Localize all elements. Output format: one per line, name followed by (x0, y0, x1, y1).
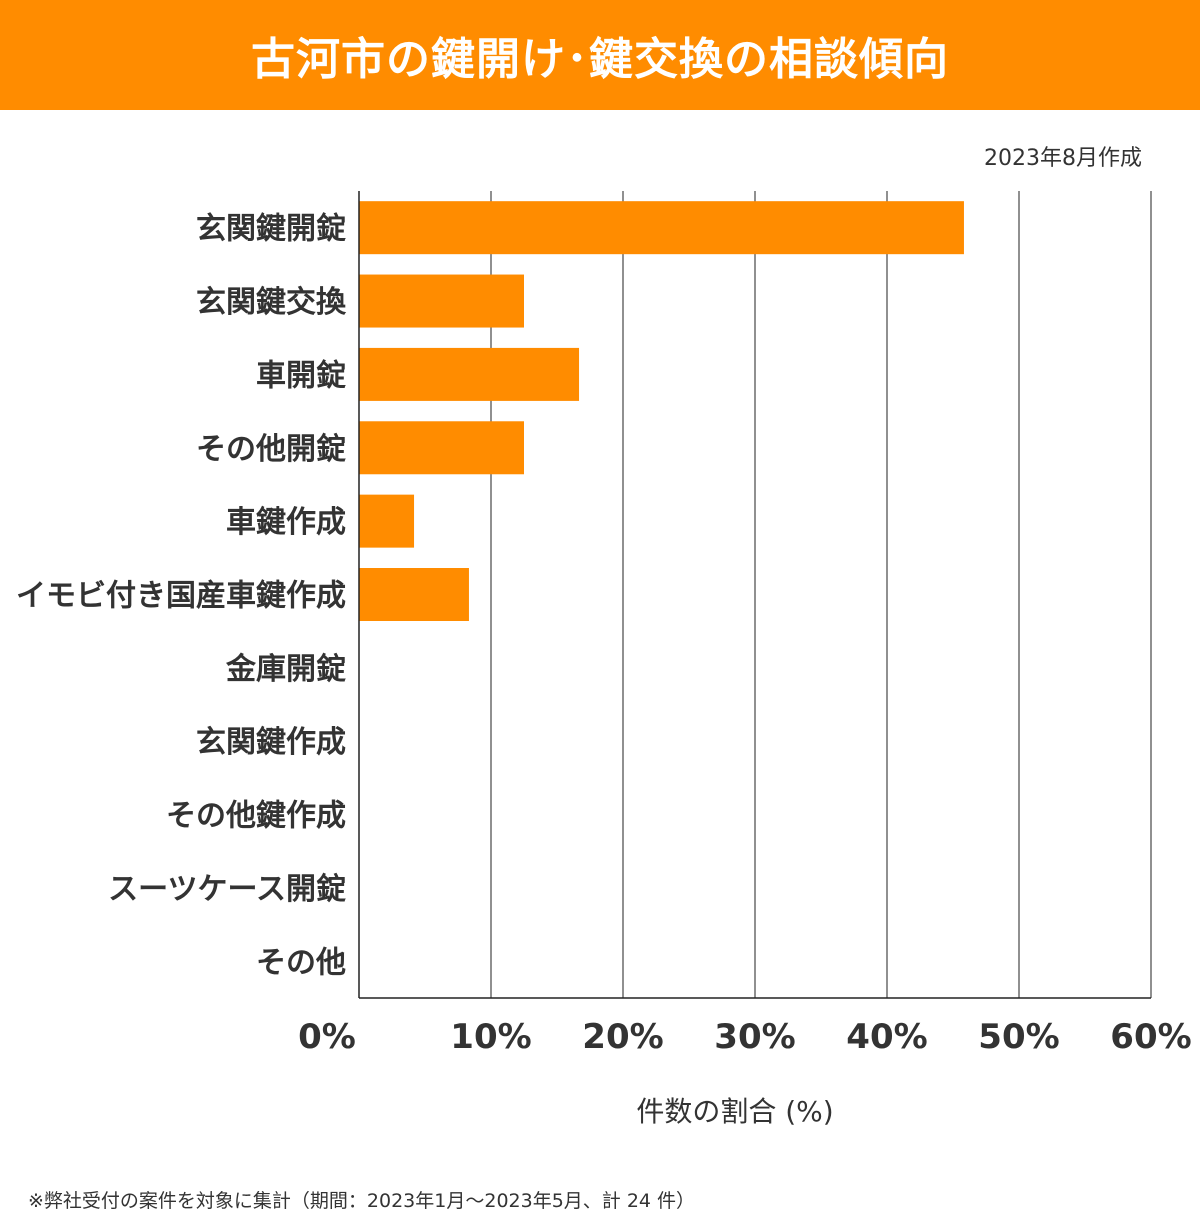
x-tick-label: 50% (978, 1017, 1059, 1057)
footnote: ※弊社受付の案件を対象に集計（期間：2023年1月～2023年5月、計 24 件… (28, 1190, 696, 1212)
y-tick-label: 玄関鍵開錠 (196, 212, 346, 247)
y-tick-label: 金庫開錠 (225, 652, 346, 687)
x-axis-label: 件数の割合 (%) (636, 1095, 834, 1128)
y-tick-label: 玄関鍵交換 (196, 285, 347, 320)
y-tick-label: その他開錠 (196, 432, 346, 467)
y-tick-label: 車鍵作成 (226, 505, 346, 540)
x-tick-label: 30% (714, 1017, 795, 1057)
chart-subtitle: 2023年8月作成 (984, 146, 1142, 171)
y-tick-label: スーツケース開錠 (108, 872, 346, 907)
bar (359, 568, 469, 621)
bar (359, 421, 524, 475)
y-tick-label: その他 (256, 945, 346, 980)
x-tick-label: 20% (582, 1017, 663, 1057)
bar (359, 494, 415, 548)
y-tick-label: イモビ付き国産車鍵作成 (16, 579, 346, 614)
chart-title: 古河市の鍵開け･鍵交換の相談傾向 (0, 0, 1200, 110)
x-tick-label: 40% (846, 1017, 927, 1057)
x-tick-label: 60% (1110, 1017, 1191, 1057)
y-tick-label: その他鍵作成 (166, 799, 346, 834)
y-tick-label: 車開錠 (256, 358, 346, 393)
x-tick-label: 10% (450, 1017, 531, 1057)
bar (359, 347, 580, 401)
bar (359, 274, 524, 328)
y-tick-label: 玄関鍵作成 (196, 725, 346, 760)
x-tick-label: 0% (298, 1017, 356, 1057)
bar (359, 201, 964, 255)
